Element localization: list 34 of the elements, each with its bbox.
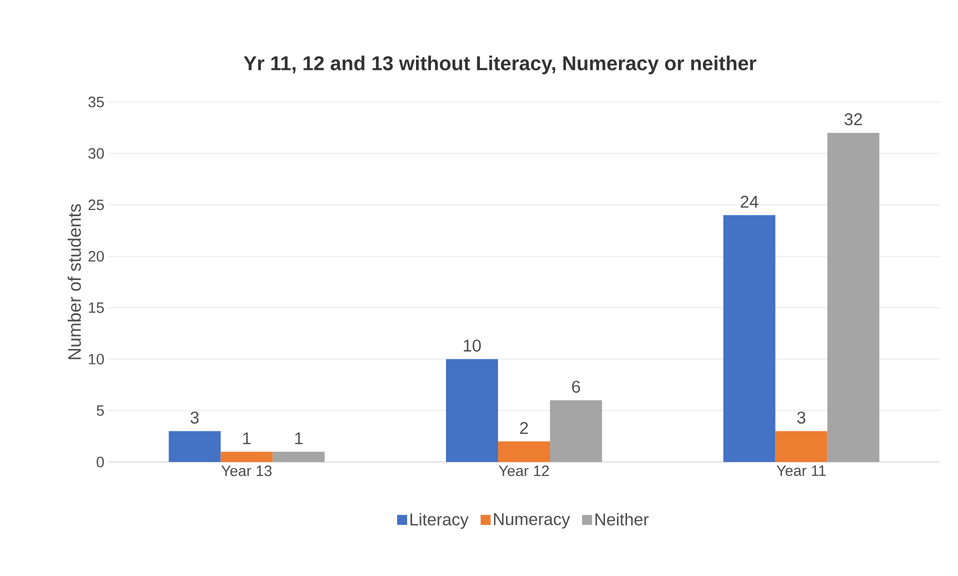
bar <box>446 359 498 462</box>
data-label: 1 <box>243 432 251 444</box>
x-tick-label: Year 12 <box>498 466 549 476</box>
data-label: 6 <box>572 380 580 393</box>
data-label: 24 <box>740 196 758 208</box>
bar <box>220 452 273 462</box>
bar <box>723 215 776 462</box>
x-tick-label: Year 11 <box>776 466 826 476</box>
data-label: 10 <box>464 340 481 352</box>
data-label: 3 <box>797 412 806 424</box>
y-tick-label: 20 <box>88 250 104 262</box>
x-tick-label: Year 13 <box>221 466 272 476</box>
bar <box>498 441 550 462</box>
legend-label: Neither <box>595 513 649 526</box>
y-tick-label: 0 <box>96 456 104 468</box>
y-tick-label: 30 <box>88 148 104 159</box>
bar <box>168 431 221 462</box>
y-tick-label: 15 <box>88 302 104 313</box>
legend-label: Numeracy <box>494 513 570 529</box>
y-tick-label: 25 <box>88 200 104 210</box>
y-axis-title: Number of students <box>68 204 81 360</box>
bar <box>272 452 325 462</box>
bar <box>775 431 828 462</box>
data-label: 32 <box>844 113 862 126</box>
y-tick-label: 5 <box>96 405 104 416</box>
y-tick-label: 35 <box>88 96 104 108</box>
y-tick-label: 10 <box>88 354 104 364</box>
data-label: 3 <box>190 412 199 424</box>
data-label: 1 <box>295 432 303 444</box>
legend-label: Literacy <box>410 513 469 529</box>
data-label: 2 <box>520 422 528 434</box>
bar <box>827 132 880 462</box>
chart-title: Yr 11, 12 and 13 without Literacy, Numeracy or neither <box>244 56 756 74</box>
bar <box>550 400 602 462</box>
